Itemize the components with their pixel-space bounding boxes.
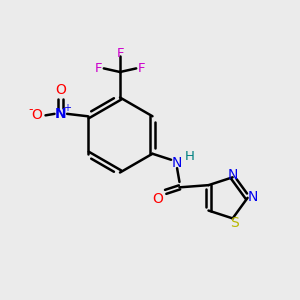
Text: F: F [116, 47, 124, 60]
Text: F: F [138, 62, 145, 75]
Text: S: S [230, 216, 239, 230]
Text: F: F [95, 62, 102, 75]
Text: O: O [31, 108, 42, 122]
Text: O: O [55, 83, 66, 97]
Text: N: N [248, 190, 258, 204]
Text: N: N [228, 168, 238, 182]
Text: N: N [55, 107, 66, 121]
Text: N: N [172, 156, 182, 170]
Text: +: + [63, 103, 71, 113]
Text: H: H [185, 150, 195, 163]
Text: O: O [152, 192, 163, 206]
Text: -: - [28, 103, 33, 116]
